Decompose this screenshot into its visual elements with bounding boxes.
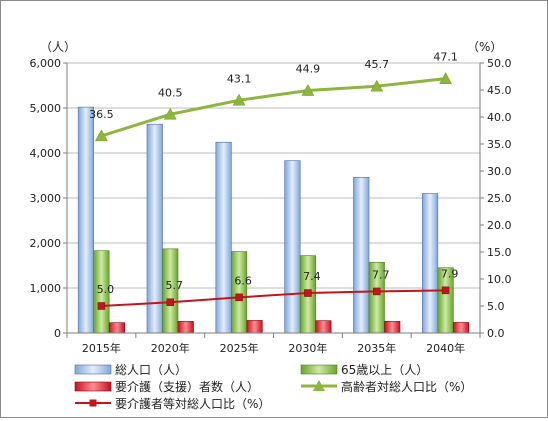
square-marker: [166, 298, 174, 306]
data-label: 5.0: [97, 283, 115, 296]
x-tick-label: 2040年: [426, 341, 465, 355]
data-label: 40.5: [158, 86, 183, 99]
legend-swatch: [74, 364, 112, 375]
square-marker: [235, 293, 243, 302]
legend-swatch: [300, 364, 338, 375]
square-marker: [97, 302, 106, 310]
data-label: 43.1: [227, 72, 252, 85]
data-label: 36.5: [89, 108, 114, 121]
triangle-marker: [439, 72, 453, 84]
legend-label: 要介護（支援）者数（人）: [115, 379, 259, 394]
right-tick-label: 15.0: [487, 246, 512, 259]
left-axis-unit: （人）: [40, 40, 76, 54]
bar-3: [177, 320, 194, 334]
data-label: 7.7: [372, 268, 390, 281]
triangle-marker: [370, 79, 384, 92]
bar-1: [215, 141, 232, 334]
right-tick-label: 45.0: [487, 84, 512, 97]
triangle-marker: [301, 84, 315, 96]
data-label: 45.7: [365, 58, 390, 71]
left-tick-label: 2,000: [30, 237, 62, 250]
series-line-2: [101, 289, 446, 307]
data-label: 6.6: [234, 274, 252, 287]
bar-2: [231, 251, 248, 334]
square-marker: [373, 287, 381, 296]
right-tick-label: 20.0: [487, 219, 512, 232]
left-tick-label: 4,000: [30, 147, 62, 160]
bar-series: [77, 106, 470, 334]
legend-label: 高齢者対総人口比（%）: [341, 379, 472, 394]
square-marker: [441, 286, 450, 295]
x-tick-label: 2015年: [82, 341, 121, 355]
bar-3: [384, 320, 401, 334]
right-tick-label: 25.0: [487, 192, 512, 205]
right-tick-label: 35.0: [487, 138, 512, 151]
left-tick-label: 5,000: [30, 102, 62, 115]
bar-3: [246, 320, 263, 334]
bar-3: [453, 322, 470, 334]
square-marker: [304, 289, 312, 297]
line-series: [94, 72, 453, 310]
left-tick-label: 3,000: [30, 192, 62, 205]
right-tick-label: 50.0: [487, 57, 512, 70]
left-tick-label: 0: [54, 327, 61, 340]
bar-1: [353, 177, 370, 334]
tick-labels: 0 1,000 2,000 3,000 4,000 5,000 6,000 0.0 5.0 10.…: [30, 40, 512, 355]
bar-1: [77, 106, 94, 334]
x-tick-label: 2025年: [220, 341, 259, 355]
data-label: 44.9: [296, 63, 321, 76]
legend-label: 65歳以上（人）: [341, 363, 428, 377]
series-line-1: [100, 77, 446, 138]
legend-label: 要介護者等対総人口比（%）: [115, 396, 270, 411]
triangle-marker: [94, 129, 108, 142]
bar-1: [422, 193, 439, 334]
legend-marker: [313, 380, 325, 391]
axes: [63, 62, 484, 338]
x-tick-label: 2030年: [288, 341, 327, 355]
x-tick-label: 2035年: [357, 341, 396, 355]
right-tick-label: 0.0: [487, 327, 505, 340]
left-tick-label: 1,000: [30, 282, 62, 295]
left-tick-label: 6,000: [30, 57, 62, 70]
legend: 総人口（人） 65歳以上（人） 要介護（支援）者数（人） 高齢者対総人口比（%） 要介護…: [74, 363, 472, 411]
bar-3: [108, 322, 125, 334]
triangle-marker: [232, 93, 246, 106]
data-labels: 36.5 40.5 43.1 44.9 45.7 47.1 5.0 5.7 6.6 7.4 7.7 7…: [89, 51, 458, 296]
data-label: 47.1: [433, 51, 458, 64]
data-label: 7.9: [441, 267, 459, 280]
right-axis-unit: （%）: [467, 40, 502, 54]
data-label: 5.7: [166, 279, 184, 292]
triangle-marker: [163, 107, 177, 120]
legend-swatch: [74, 381, 112, 392]
right-tick-label: 40.0: [487, 111, 512, 124]
grid-lines: [67, 62, 480, 289]
legend-marker: [89, 399, 97, 407]
right-tick-label: 5.0: [487, 300, 505, 313]
bar-3: [315, 320, 332, 334]
right-tick-label: 10.0: [487, 273, 512, 286]
bar-1: [284, 160, 301, 334]
data-label: 7.4: [303, 270, 321, 283]
legend-label: 総人口（人）: [115, 363, 187, 377]
x-tick-label: 2020年: [151, 341, 190, 355]
bar-1: [146, 123, 163, 334]
right-tick-label: 30.0: [487, 165, 512, 178]
